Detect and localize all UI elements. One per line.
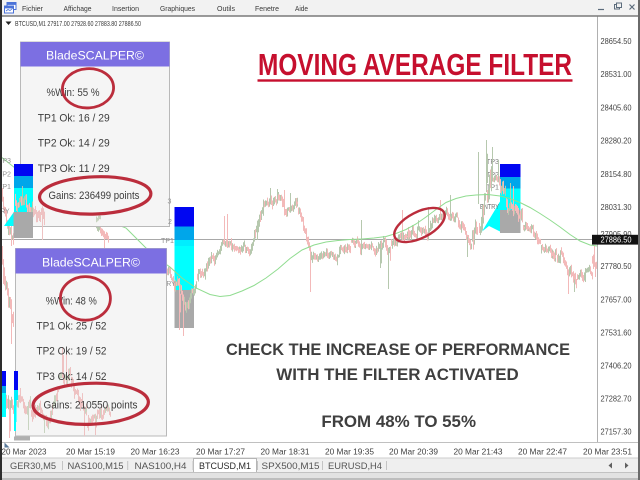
svg-text:%Win: 55 %: %Win: 55 % [47, 87, 100, 99]
svg-text:Fichier: Fichier [22, 4, 43, 13]
svg-text:20 Mar 20:39: 20 Mar 20:39 [389, 447, 438, 457]
svg-text:ENTRY: ENTRY [480, 204, 499, 211]
svg-text:27157.30: 27157.30 [601, 427, 632, 437]
svg-text:TP2 Ok: 14 / 29: TP2 Ok: 14 / 29 [38, 138, 110, 150]
svg-text:27780.50: 27780.50 [601, 261, 632, 271]
svg-text:MOVING AVERAGE FILTER: MOVING AVERAGE FILTER [258, 47, 572, 82]
svg-text:BladeSCALPER©: BladeSCALPER© [46, 49, 144, 63]
svg-text:20 Mar 15:19: 20 Mar 15:19 [66, 447, 115, 457]
svg-text:%Win: 48 %: %Win: 48 % [46, 295, 97, 307]
svg-text:Insertion: Insertion [112, 4, 139, 13]
svg-text:27905.90: 27905.90 [601, 229, 632, 239]
svg-text:28031.30: 28031.30 [601, 202, 632, 212]
svg-text:Outils: Outils [217, 4, 235, 13]
svg-text:NAS100,M15: NAS100,M15 [68, 461, 124, 471]
svg-text:27282.70: 27282.70 [601, 394, 632, 404]
svg-text:20 Mar 17:27: 20 Mar 17:27 [196, 447, 245, 457]
svg-text:28280.20: 28280.20 [601, 136, 632, 146]
svg-text:27886.50: 27886.50 [601, 235, 632, 245]
svg-text:Graphiques: Graphiques [160, 4, 195, 13]
svg-text:20 Mar 16:23: 20 Mar 16:23 [131, 447, 180, 457]
svg-text:TP1: TP1 [486, 185, 499, 192]
svg-text:BladeSCALPER©: BladeSCALPER© [42, 256, 140, 270]
svg-text:28654.50: 28654.50 [601, 36, 632, 46]
svg-text:CHECK THE INCREASE OF PERFORMA: CHECK THE INCREASE OF PERFORMANCE [226, 340, 570, 359]
svg-text:20 Mar 2023: 20 Mar 2023 [2, 447, 47, 457]
svg-text:SPX500,M15: SPX500,M15 [262, 461, 320, 471]
svg-text:TP1 Ok: 16 / 29: TP1 Ok: 16 / 29 [38, 112, 110, 124]
svg-text:TP1 Ok: 25 / 52: TP1 Ok: 25 / 52 [37, 320, 107, 332]
svg-text:TP2 Ok: 19 / 52: TP2 Ok: 19 / 52 [37, 346, 107, 358]
svg-text:BTCUSD,M1: BTCUSD,M1 [199, 461, 251, 471]
svg-text:27657.00: 27657.00 [601, 295, 632, 305]
svg-text:BTCUSD,M1 27917.00 27928.60 2: BTCUSD,M1 27917.00 27928.60 27883.80 278… [15, 19, 141, 28]
svg-text:Gains: 210550 points: Gains: 210550 points [44, 400, 138, 412]
svg-text:RY: RY [167, 281, 176, 288]
svg-text:NAS100,H4: NAS100,H4 [135, 461, 187, 471]
svg-text:Fenetre: Fenetre [255, 4, 279, 13]
svg-text:TP1: TP1 [0, 184, 11, 191]
svg-text:TP1: TP1 [161, 238, 174, 245]
svg-text:20 Mar 23:51: 20 Mar 23:51 [583, 447, 632, 457]
svg-text:3: 3 [168, 199, 172, 206]
svg-text:20 Mar 19:35: 20 Mar 19:35 [325, 447, 374, 457]
svg-text:TP3 Ok: 14 / 52: TP3 Ok: 14 / 52 [37, 371, 107, 383]
svg-text:GER30,M5: GER30,M5 [10, 461, 56, 471]
svg-text:27406.20: 27406.20 [601, 360, 632, 370]
svg-text:FROM 48% TO 55%: FROM 48% TO 55% [321, 412, 476, 431]
svg-text:TP2: TP2 [0, 172, 11, 179]
svg-text:28154.80: 28154.80 [601, 169, 632, 179]
svg-text:WITH THE FILTER ACTIVATED: WITH THE FILTER ACTIVATED [276, 365, 518, 384]
svg-text:28531.00: 28531.00 [601, 69, 632, 79]
svg-text:28405.60: 28405.60 [601, 102, 632, 112]
svg-text:27531.60: 27531.60 [601, 327, 632, 337]
svg-text:2: 2 [168, 219, 172, 226]
svg-text:RY: RY [1, 209, 10, 216]
svg-text:20 Mar 22:47: 20 Mar 22:47 [518, 447, 567, 457]
svg-text:20 Mar 18:31: 20 Mar 18:31 [261, 447, 310, 457]
svg-text:TP3 Ok: 11 / 29: TP3 Ok: 11 / 29 [38, 163, 110, 175]
svg-text:Aide: Aide [295, 4, 308, 13]
svg-text:20 Mar 21:43: 20 Mar 21:43 [454, 447, 503, 457]
svg-text:TP3: TP3 [0, 158, 11, 165]
svg-text:Gains: 236499 points: Gains: 236499 points [49, 190, 140, 202]
svg-text:Affichage: Affichage [64, 4, 92, 13]
svg-text:EURUSD,H4: EURUSD,H4 [328, 461, 382, 471]
